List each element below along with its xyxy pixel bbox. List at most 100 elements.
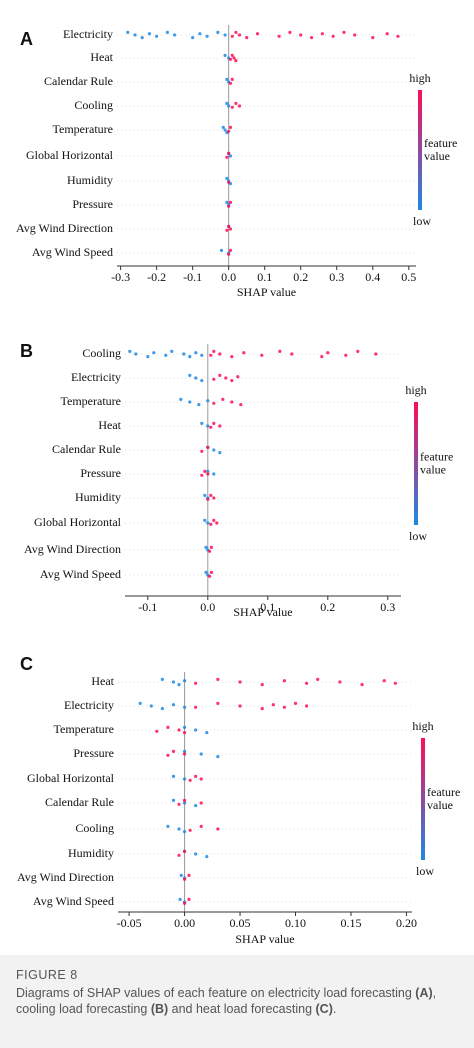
- shap-point: [242, 351, 246, 355]
- colorbar-label-line: feature: [420, 449, 453, 463]
- feature-label: Cooling: [75, 821, 114, 835]
- x-axis-label: SHAP value: [233, 605, 292, 619]
- shap-point: [182, 877, 187, 881]
- shap-point: [146, 355, 150, 359]
- x-tick-label: 0.1: [260, 600, 275, 614]
- shap-point: [218, 424, 222, 428]
- shap-point: [216, 755, 220, 759]
- shap-point: [178, 897, 182, 902]
- shap-point: [228, 57, 233, 61]
- caption-part: and heat load forecasting: [168, 1002, 316, 1016]
- caption-part: Diagrams of SHAP values of each feature …: [16, 986, 416, 1000]
- shap-point: [194, 376, 198, 380]
- shap-point: [199, 801, 203, 805]
- feature-label: Pressure: [80, 466, 121, 480]
- shap-point: [225, 176, 229, 180]
- shap-point: [182, 798, 187, 803]
- shap-point: [182, 705, 187, 709]
- shap-point: [206, 469, 210, 473]
- shap-point: [385, 32, 389, 36]
- shap-point: [282, 679, 287, 683]
- shap-point: [236, 375, 240, 379]
- shap-point: [223, 33, 227, 37]
- shap-point: [206, 445, 210, 449]
- colorbar-high: high: [405, 383, 426, 397]
- shap-point: [227, 180, 231, 184]
- shap-point: [209, 493, 213, 497]
- colorbar-label-line: value: [424, 149, 450, 163]
- shap-point: [187, 897, 191, 902]
- panel-label: B: [20, 341, 33, 361]
- shap-point: [177, 827, 181, 831]
- shap-point: [212, 518, 216, 523]
- panel-label: C: [20, 654, 33, 674]
- shap-point: [225, 155, 229, 159]
- shap-point: [227, 129, 231, 133]
- shap-point: [277, 34, 281, 38]
- caption-text: Diagrams of SHAP values of each feature …: [16, 985, 458, 1017]
- shap-point: [140, 36, 144, 40]
- feature-label: Calendar Rule: [52, 442, 121, 456]
- shap-point: [216, 677, 220, 682]
- shap-point: [206, 497, 210, 501]
- shap-point: [182, 830, 187, 834]
- feature-label: Pressure: [73, 746, 114, 760]
- shap-point: [234, 101, 238, 105]
- shap-point: [138, 701, 142, 706]
- feature-label: Cooling: [74, 98, 113, 112]
- shap-point: [228, 200, 233, 204]
- shap-point: [260, 353, 264, 357]
- shap-point: [188, 400, 192, 404]
- x-tick-label: 0.05: [230, 916, 251, 930]
- shap-point: [216, 827, 220, 831]
- shap-point: [164, 353, 168, 357]
- feature-label: Global Horizontal: [34, 515, 122, 529]
- feature-label: Heat: [90, 50, 113, 64]
- shap-point: [182, 352, 186, 356]
- shap-point: [204, 545, 208, 550]
- x-tick-label: -0.1: [183, 270, 202, 284]
- shap-point: [209, 425, 213, 429]
- feature-label: Temperature: [61, 394, 121, 408]
- shap-point: [299, 33, 303, 37]
- shap-point: [171, 798, 176, 803]
- shap-point: [227, 104, 231, 108]
- shap-point: [179, 397, 183, 401]
- shap-point: [228, 81, 233, 85]
- feature-label: Electricity: [64, 698, 114, 712]
- colorbar-high: high: [409, 71, 430, 85]
- shap-point: [223, 128, 227, 132]
- x-tick-label: -0.2: [147, 270, 166, 284]
- colorbar-label-line: value: [427, 798, 453, 812]
- shap-point: [305, 704, 309, 708]
- feature-label: Pressure: [72, 197, 113, 211]
- shap-point: [290, 352, 294, 356]
- shap-point: [360, 683, 364, 687]
- shap-point: [173, 33, 177, 37]
- shap-point: [316, 677, 320, 682]
- shap-point: [212, 448, 216, 452]
- shap-point: [218, 451, 222, 455]
- shap-point: [200, 473, 204, 477]
- colorbar: [414, 402, 418, 525]
- panel-label: A: [20, 29, 33, 49]
- shap-point: [227, 204, 231, 208]
- shap-point: [228, 227, 233, 231]
- x-tick-label: 0.4: [365, 270, 380, 284]
- shap-point: [223, 53, 227, 58]
- x-tick-label: 0.1: [257, 270, 272, 284]
- feature-label: Electricity: [71, 370, 121, 384]
- shap-point: [194, 681, 198, 685]
- shap-point: [200, 421, 204, 425]
- shap-point: [200, 353, 204, 357]
- shap-point: [309, 36, 314, 40]
- feature-label: Humidity: [67, 173, 113, 187]
- feature-label: Humidity: [75, 490, 121, 504]
- shap-point: [228, 125, 233, 129]
- shap-point: [182, 849, 187, 854]
- figure: A -0.3 -0.2 -0.1 0.0 0.1 0.2 0.3 0.4 0.5 SHAP valu…: [16, 25, 460, 946]
- shap-point: [255, 32, 260, 36]
- shap-point: [200, 379, 204, 383]
- shap-point: [160, 707, 164, 711]
- shap-point: [225, 200, 229, 204]
